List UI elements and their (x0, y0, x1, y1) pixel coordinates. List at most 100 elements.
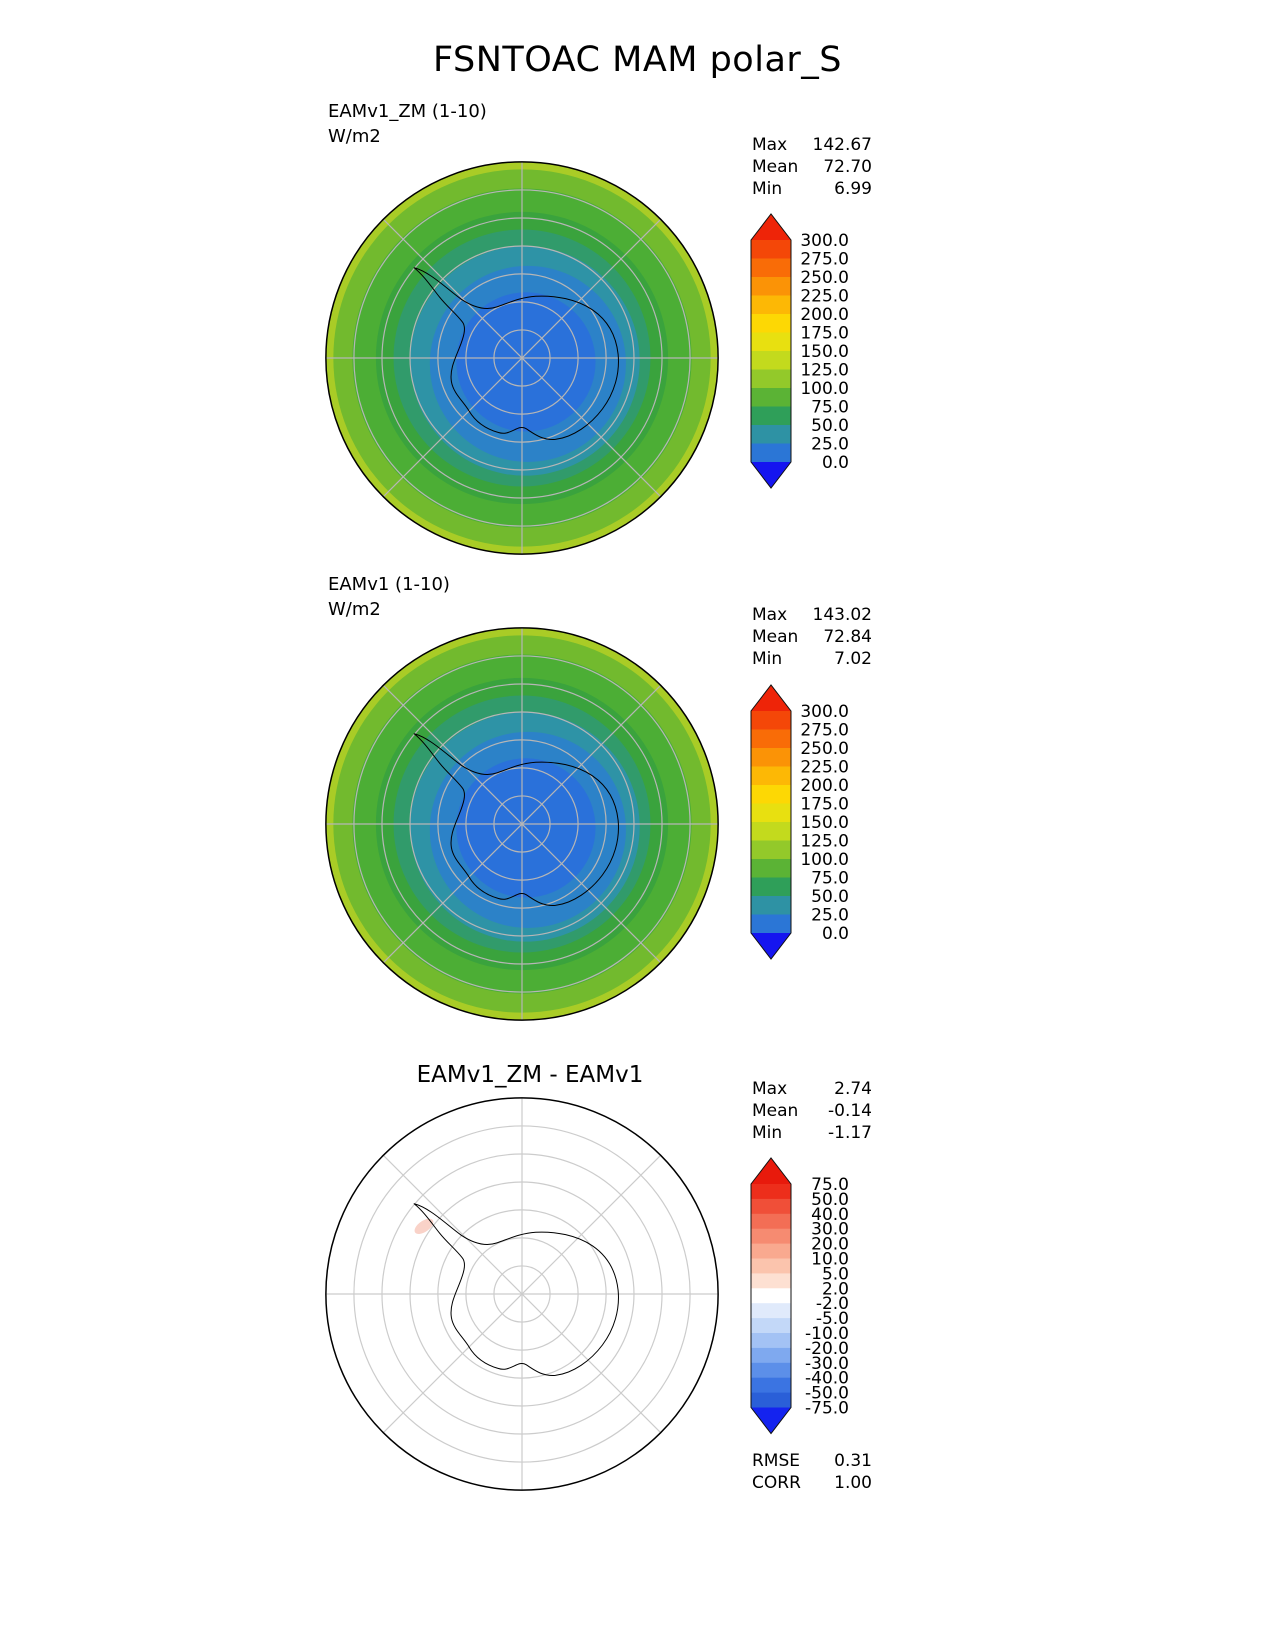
panel3-map (320, 1092, 724, 1496)
colorbar-segment (751, 822, 791, 842)
colorbar-tick: 20.0 (811, 1235, 849, 1255)
p1-stat-min: Min 6.99 (752, 178, 872, 200)
colorbar-segment (751, 1392, 791, 1409)
stat-value: 142.67 (812, 135, 872, 155)
colorbar-outline (750, 213, 792, 489)
panel3-extra-stats: RMSE 0.31 CORR 1.00 (752, 1450, 872, 1494)
colorbar-tick: 300.0 (800, 702, 849, 722)
panel2-colorbar: 300.0275.0250.0225.0200.0175.0150.0125.0… (750, 684, 849, 960)
colorbar-tick: -30.0 (805, 1354, 849, 1374)
graticule-spoke (383, 1155, 660, 1432)
colorbar-segment (751, 803, 791, 823)
p1-stat-mean: Mean 72.70 (752, 156, 872, 178)
stat-value: 72.84 (823, 627, 872, 647)
colorbar-tick: 30.0 (811, 1220, 849, 1240)
map-field (325, 1097, 719, 1491)
colorbar-segment (751, 314, 791, 334)
stat-value: 2.74 (834, 1079, 872, 1099)
panel2-map (320, 622, 724, 1026)
colorbar-segment (751, 1243, 791, 1260)
colorbar-segment (751, 711, 791, 731)
antarctica-coastline (414, 268, 618, 440)
stat-label: Mean (752, 627, 799, 647)
colorbar-segment (751, 258, 791, 278)
panel2-label-units: W/m2 (328, 599, 381, 620)
colorbar-segment (751, 369, 791, 389)
p3-stat-min: Min -1.17 (752, 1122, 872, 1144)
colorbar-tick: 300.0 (800, 231, 849, 251)
colorbar-tick: 150.0 (800, 813, 849, 833)
colorbar-tick: -5.0 (816, 1309, 849, 1329)
panel1-stats: Max 142.67 Mean 72.70 Min 6.99 (752, 134, 872, 200)
colorbar-segment (751, 1258, 791, 1274)
colorbar-segment (751, 406, 791, 426)
colorbar-tick: 50.0 (811, 416, 849, 436)
colorbar-tick: -2.0 (816, 1294, 849, 1314)
colorbar-segment (751, 859, 791, 879)
colorbar-tick: 100.0 (800, 379, 849, 399)
colorbar-segment (751, 443, 791, 463)
stat-value: 1.00 (834, 1473, 872, 1493)
panel1-colorbar: 300.0275.0250.0225.0200.0175.0150.0125.0… (750, 213, 849, 489)
stat-label: Min (752, 179, 783, 199)
colorbar-tick: 200.0 (800, 776, 849, 796)
stat-value: 72.70 (823, 157, 872, 177)
stat-label: Max (752, 605, 788, 625)
colorbar-segment (751, 277, 791, 297)
colorbar-tick: 75.0 (811, 1175, 849, 1195)
stat-value: 7.02 (834, 649, 872, 669)
panel2-label-name: EAMv1 (1-10) (328, 574, 450, 595)
panel1-label: EAMv1_ZM (1-10) W/m2 (328, 99, 487, 149)
colorbar-tick: 50.0 (811, 1190, 849, 1210)
colorbar-segment (751, 1303, 791, 1319)
colorbar-segment (751, 896, 791, 916)
colorbar-segment (751, 785, 791, 805)
colorbar-segment (751, 332, 791, 352)
colorbar-tick: 125.0 (800, 360, 849, 380)
colorbar-tick: -50.0 (805, 1384, 849, 1404)
colorbar-segment (751, 425, 791, 445)
colorbar-bottom-arrow (751, 933, 791, 959)
colorbar-tick: 275.0 (800, 249, 849, 269)
map-field (325, 161, 719, 555)
map-field (325, 627, 719, 1021)
colorbar-tick: -20.0 (805, 1339, 849, 1359)
p3-stat-corr: CORR 1.00 (752, 1472, 872, 1494)
colorbar-tick: 250.0 (800, 268, 849, 288)
colorbar-segment (751, 1347, 791, 1364)
figure-title: FSNTOAC MAM polar_S (433, 40, 842, 80)
colorbar-tick: 75.0 (811, 868, 849, 888)
colorbar-tick: 0.0 (822, 453, 849, 473)
colorbar-outline (750, 684, 792, 960)
p2-stat-mean: Mean 72.84 (752, 626, 872, 648)
colorbar-tick: 225.0 (800, 286, 849, 306)
panel1-label-units: W/m2 (328, 126, 381, 147)
stat-label: Mean (752, 1101, 799, 1121)
colorbar-segment (751, 1377, 791, 1394)
colorbar-tick: 25.0 (811, 905, 849, 925)
colorbar-segment (751, 766, 791, 786)
colorbar-tick: 150.0 (800, 342, 849, 362)
stat-value: 6.99 (834, 179, 872, 199)
stat-value: 143.02 (812, 605, 872, 625)
colorbar-segment (751, 1184, 791, 1200)
colorbar-segment (751, 1228, 791, 1245)
panel1-label-name: EAMv1_ZM (1-10) (328, 101, 487, 122)
stat-label: Max (752, 135, 788, 155)
antarctica-coastline (414, 1204, 618, 1376)
colorbar-segment (751, 1213, 791, 1230)
colorbar-tick: 50.0 (811, 887, 849, 907)
colorbar-tick: 100.0 (800, 850, 849, 870)
colorbar-segment (751, 1273, 791, 1289)
colorbar-segment (751, 1362, 791, 1379)
stat-value: 0.31 (834, 1451, 872, 1471)
colorbar-segment (751, 295, 791, 315)
graticule-spoke (383, 219, 660, 496)
anomaly-patch (414, 1218, 434, 1234)
colorbar-tick: 75.0 (811, 397, 849, 417)
colorbar-tick: 175.0 (800, 794, 849, 814)
colorbar-tick: 40.0 (811, 1205, 849, 1225)
colorbar-tick: -10.0 (805, 1324, 849, 1344)
colorbar-segment (751, 388, 791, 408)
colorbar-segment (751, 1288, 791, 1304)
